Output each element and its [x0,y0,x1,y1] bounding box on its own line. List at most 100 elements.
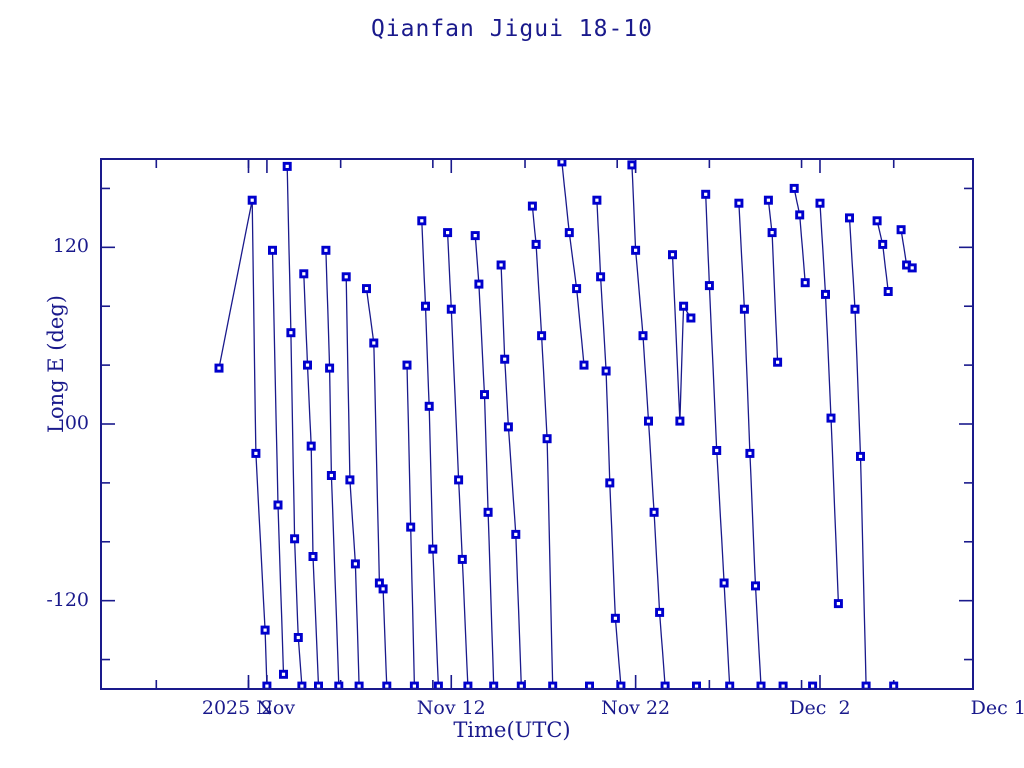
data-point-marker-core [337,684,341,688]
data-point-marker-core [630,163,634,167]
data-point-marker-core [254,451,258,455]
data-point-marker-core [530,204,534,208]
data-line-segment [561,161,585,366]
data-point-marker-core [302,272,306,276]
data-point-marker-core [682,304,686,308]
data-point-marker-core [305,363,310,367]
data-point-marker-core [309,444,313,448]
data-line-segment [446,232,469,687]
data-point-marker-core [886,289,890,294]
data-line-segment [767,200,779,363]
data-point-marker-core [753,584,758,588]
data-point-marker-core [499,263,503,267]
data-line-segment [671,254,692,422]
data-line-segment [819,203,840,604]
data-point-marker-core [776,360,780,364]
x-axis-title: Time(UTC) [453,718,571,742]
data-point-marker-core [353,562,357,566]
data-point-marker-core [737,201,741,205]
data-point-marker-core [567,231,571,235]
data-point-marker-core [652,510,656,514]
data-line-segment [286,166,303,687]
data-point-marker-core [770,231,774,235]
data-point-marker-core [658,610,662,614]
data-point-marker-core [678,419,682,423]
data-point-marker-core [811,684,815,688]
plot-border [100,158,974,690]
data-point-marker-core [641,334,645,338]
data-point-marker-core [316,684,321,688]
data-line-segment [345,276,360,687]
data-point-marker-core [599,275,603,279]
data-line-segment [474,235,495,687]
data-point-marker-core [694,684,699,688]
data-point-marker-core [829,416,833,420]
data-line-segment [421,220,440,687]
data-point-marker-core [503,357,507,361]
data-point-marker-core [728,684,732,688]
data-point-marker-core [311,554,315,559]
data-point-marker-core [357,684,361,688]
data-point-marker-core [514,532,518,536]
data-point-marker-core [276,503,280,507]
data-point-marker-core [704,192,708,196]
data-point-marker-core [613,616,617,620]
data-point-marker-core [853,307,857,311]
data-point-marker-core [608,481,612,485]
data-line-segment [531,206,554,687]
data-point-marker-core [798,213,802,217]
y-tick-label: -120 [46,588,89,611]
data-point-marker-core [482,393,487,397]
data-point-marker-core [328,366,332,370]
data-point-marker-core [595,198,599,202]
data-point-marker-core [492,684,496,688]
data-point-marker-core [344,275,348,279]
data-point-marker-core [420,219,424,223]
data-point-marker-core [372,341,376,345]
data-point-marker-core [250,198,254,202]
data-point-marker-core [281,672,286,676]
data-point-marker-core [587,684,592,688]
data-line-segment [303,273,320,687]
data-line-segment [876,220,889,292]
data-point-marker-core [722,581,726,585]
data-point-marker-core [486,510,490,514]
data-point-marker-core [466,684,470,688]
data-point-marker-core [409,525,413,529]
data-point-marker-core [742,307,746,311]
data-point-marker-core [446,231,450,235]
data-point-marker-core [663,684,667,688]
data-point-marker-core [385,684,389,688]
y-tick-label: 120 [52,235,89,258]
data-point-marker-core [545,437,549,441]
data-point-marker-core [864,684,868,688]
chart-title: Qianfan Jigui 18-10 [370,16,654,42]
data-point-marker-core [619,684,623,688]
data-point-marker-core [263,628,267,632]
data-point-marker-core [715,448,719,453]
data-point-marker-core [781,684,785,688]
data-point-marker-core [377,581,381,585]
data-point-marker-core [905,263,909,267]
data-point-marker-core [506,425,510,429]
data-point-marker-core [431,547,435,551]
data-point-marker-core [285,164,289,168]
data-point-marker-core [296,635,300,640]
data-point-marker-core [270,248,275,252]
data-point-marker-core [551,684,555,688]
data-point-marker-core [875,219,879,223]
data-point-marker-core [289,331,293,335]
data-point-marker-core [460,557,464,561]
data-point-marker-core [823,292,828,296]
data-point-marker-core [348,478,352,482]
data-point-marker-core [670,253,675,257]
data-point-marker-core [519,684,523,688]
data-point-marker-core [759,684,763,688]
data-point-marker-core [324,248,328,252]
plot-frame [100,158,974,690]
data-point-marker-core [449,307,453,311]
data-point-marker-core [881,242,885,246]
data-point-marker-core [707,284,711,288]
data-point-marker-core [423,304,428,308]
